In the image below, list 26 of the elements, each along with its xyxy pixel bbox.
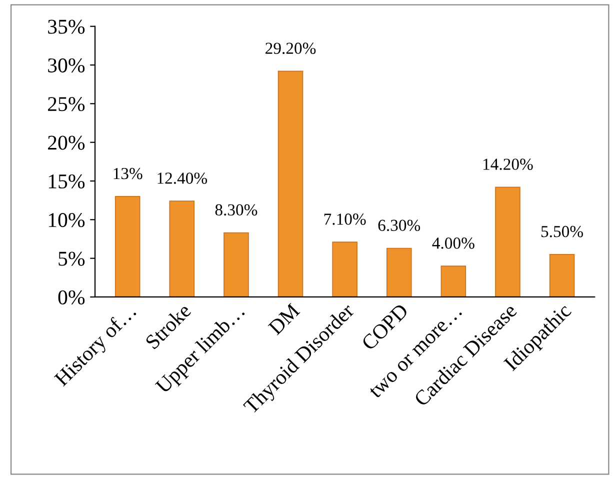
data-label: 12.40% <box>158 172 208 184</box>
bar <box>224 232 249 297</box>
y-tick-label: 20% <box>48 136 85 150</box>
y-tick-label: 25% <box>48 97 85 112</box>
data-label: 8.30% <box>215 204 258 216</box>
bar <box>386 248 412 297</box>
data-label: 4.00% <box>432 238 474 249</box>
bar <box>332 242 358 297</box>
bar <box>495 186 520 297</box>
bar <box>440 266 466 297</box>
y-tick-label: 0% <box>58 290 85 304</box>
data-label: 5.50% <box>541 226 583 238</box>
data-label: 14.20% <box>484 158 533 170</box>
y-tick-label: 5% <box>58 252 85 266</box>
bar <box>169 200 195 297</box>
data-label: 7.10% <box>324 214 366 225</box>
data-label: 13% <box>114 168 142 180</box>
bar <box>278 70 304 297</box>
y-tick-label: 35% <box>48 20 85 34</box>
y-tick-label: 30% <box>48 58 85 73</box>
y-tick-label: 15% <box>48 174 85 188</box>
data-label: 29.20% <box>266 42 316 54</box>
bar <box>549 254 575 297</box>
data-label: 6.30% <box>378 220 420 232</box>
bar <box>114 196 140 297</box>
y-tick-label: 10% <box>48 213 85 228</box>
